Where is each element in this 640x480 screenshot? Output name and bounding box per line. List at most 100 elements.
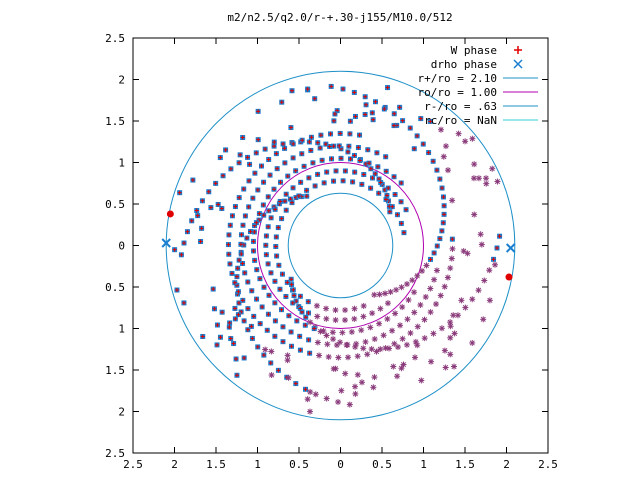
w-phase-marker — [369, 110, 375, 116]
star-stroke — [462, 305, 468, 311]
star-stroke — [414, 273, 420, 279]
w-phase-marker — [240, 222, 246, 228]
w-phase-marker — [342, 168, 348, 174]
star-stroke — [441, 154, 447, 160]
w-phase-marker — [332, 111, 338, 117]
w-phase-marker — [181, 240, 187, 246]
w-phase-marker — [338, 155, 344, 161]
w-phase-marker — [251, 229, 257, 235]
star-marker — [397, 322, 404, 329]
star-marker — [371, 291, 378, 298]
star-stroke — [404, 316, 411, 322]
w-phase-marker — [306, 337, 312, 343]
star-stroke — [465, 250, 471, 256]
star-stroke — [411, 309, 417, 315]
w-phase-marker — [181, 300, 187, 306]
w-phase-marker — [394, 212, 400, 218]
w-phase-marker — [228, 166, 234, 172]
star-marker — [469, 135, 476, 142]
star-marker — [403, 281, 410, 288]
star-stroke — [316, 352, 322, 359]
star-marker — [414, 342, 421, 349]
w-phase-marker — [253, 150, 259, 156]
star-stroke — [433, 301, 439, 307]
w-phase-marker — [208, 205, 214, 211]
star-stroke — [489, 166, 495, 172]
w-phase-marker — [279, 216, 285, 222]
star-stroke — [395, 344, 401, 350]
w-phase-marker — [368, 166, 374, 172]
w-phase-marker — [282, 198, 288, 204]
star-stroke — [364, 351, 370, 357]
w-phase-marker — [234, 372, 240, 378]
star-stroke — [398, 365, 404, 371]
star-marker — [438, 325, 445, 332]
star-stroke — [471, 212, 477, 218]
w-phase-marker — [236, 160, 242, 166]
star-stroke — [471, 161, 477, 167]
w-phase-marker — [275, 225, 281, 231]
w-phase-marker — [398, 199, 404, 205]
star-stroke — [447, 335, 453, 341]
w-phase-marker — [294, 318, 300, 324]
star-marker — [404, 316, 411, 323]
w-phase-marker — [352, 113, 358, 119]
star-stroke — [377, 346, 383, 352]
w-phase-marker — [236, 257, 242, 263]
w-phase-marker — [274, 166, 280, 172]
w-phase-marker — [297, 333, 303, 339]
star-marker — [450, 312, 457, 319]
star-marker — [437, 126, 444, 133]
w-phase-marker — [414, 133, 420, 139]
star-marker — [262, 346, 269, 353]
w-phase-marker — [280, 339, 286, 345]
w-phase-marker — [240, 260, 246, 266]
w-phase-marker — [383, 196, 389, 202]
star-marker — [483, 180, 490, 187]
y-tick-label: 2.5 — [105, 32, 125, 45]
star-stroke — [451, 363, 457, 370]
star-marker — [454, 312, 461, 319]
star-stroke — [324, 395, 330, 402]
data-points — [172, 83, 503, 415]
w-phase-marker — [340, 86, 346, 92]
star-stroke — [313, 391, 319, 397]
star-marker — [412, 354, 419, 361]
w-phase-marker — [434, 167, 440, 173]
star-marker — [390, 363, 397, 370]
star-marker — [451, 330, 458, 337]
w-phase-marker — [431, 250, 437, 256]
star-stroke — [314, 313, 320, 320]
w-phase-marker — [265, 224, 271, 230]
star-marker — [494, 178, 501, 185]
w-phase-marker — [383, 168, 389, 174]
star-marker — [360, 345, 367, 352]
w-phase-marker — [244, 235, 250, 241]
star-stroke — [355, 372, 361, 378]
w-phase-marker — [407, 125, 413, 131]
w-phase-marker — [306, 310, 312, 316]
star-stroke — [345, 354, 351, 360]
star-marker — [419, 267, 426, 274]
w-phase-marker — [263, 252, 269, 258]
star-stroke — [449, 246, 456, 252]
w-phase-marker — [491, 256, 497, 262]
star-stroke — [399, 284, 405, 290]
w-phase-marker — [280, 141, 286, 147]
w-phase-marker — [319, 157, 325, 163]
star-marker — [360, 313, 367, 320]
star-marker — [458, 297, 465, 304]
w-phase-marker — [229, 270, 235, 276]
w-phase-marker — [257, 276, 263, 282]
star-marker — [358, 379, 365, 386]
w-phase-marker — [265, 194, 271, 200]
star-marker — [387, 288, 394, 295]
star-marker — [314, 339, 321, 346]
w-phase-marker — [278, 179, 284, 185]
w-phase-marker — [246, 204, 252, 210]
w-phase-marker — [283, 207, 289, 213]
w-phase-marker — [255, 108, 261, 114]
w-phase-marker — [242, 270, 248, 276]
w-phase-marker — [357, 158, 363, 164]
w-phase-marker — [368, 185, 374, 191]
